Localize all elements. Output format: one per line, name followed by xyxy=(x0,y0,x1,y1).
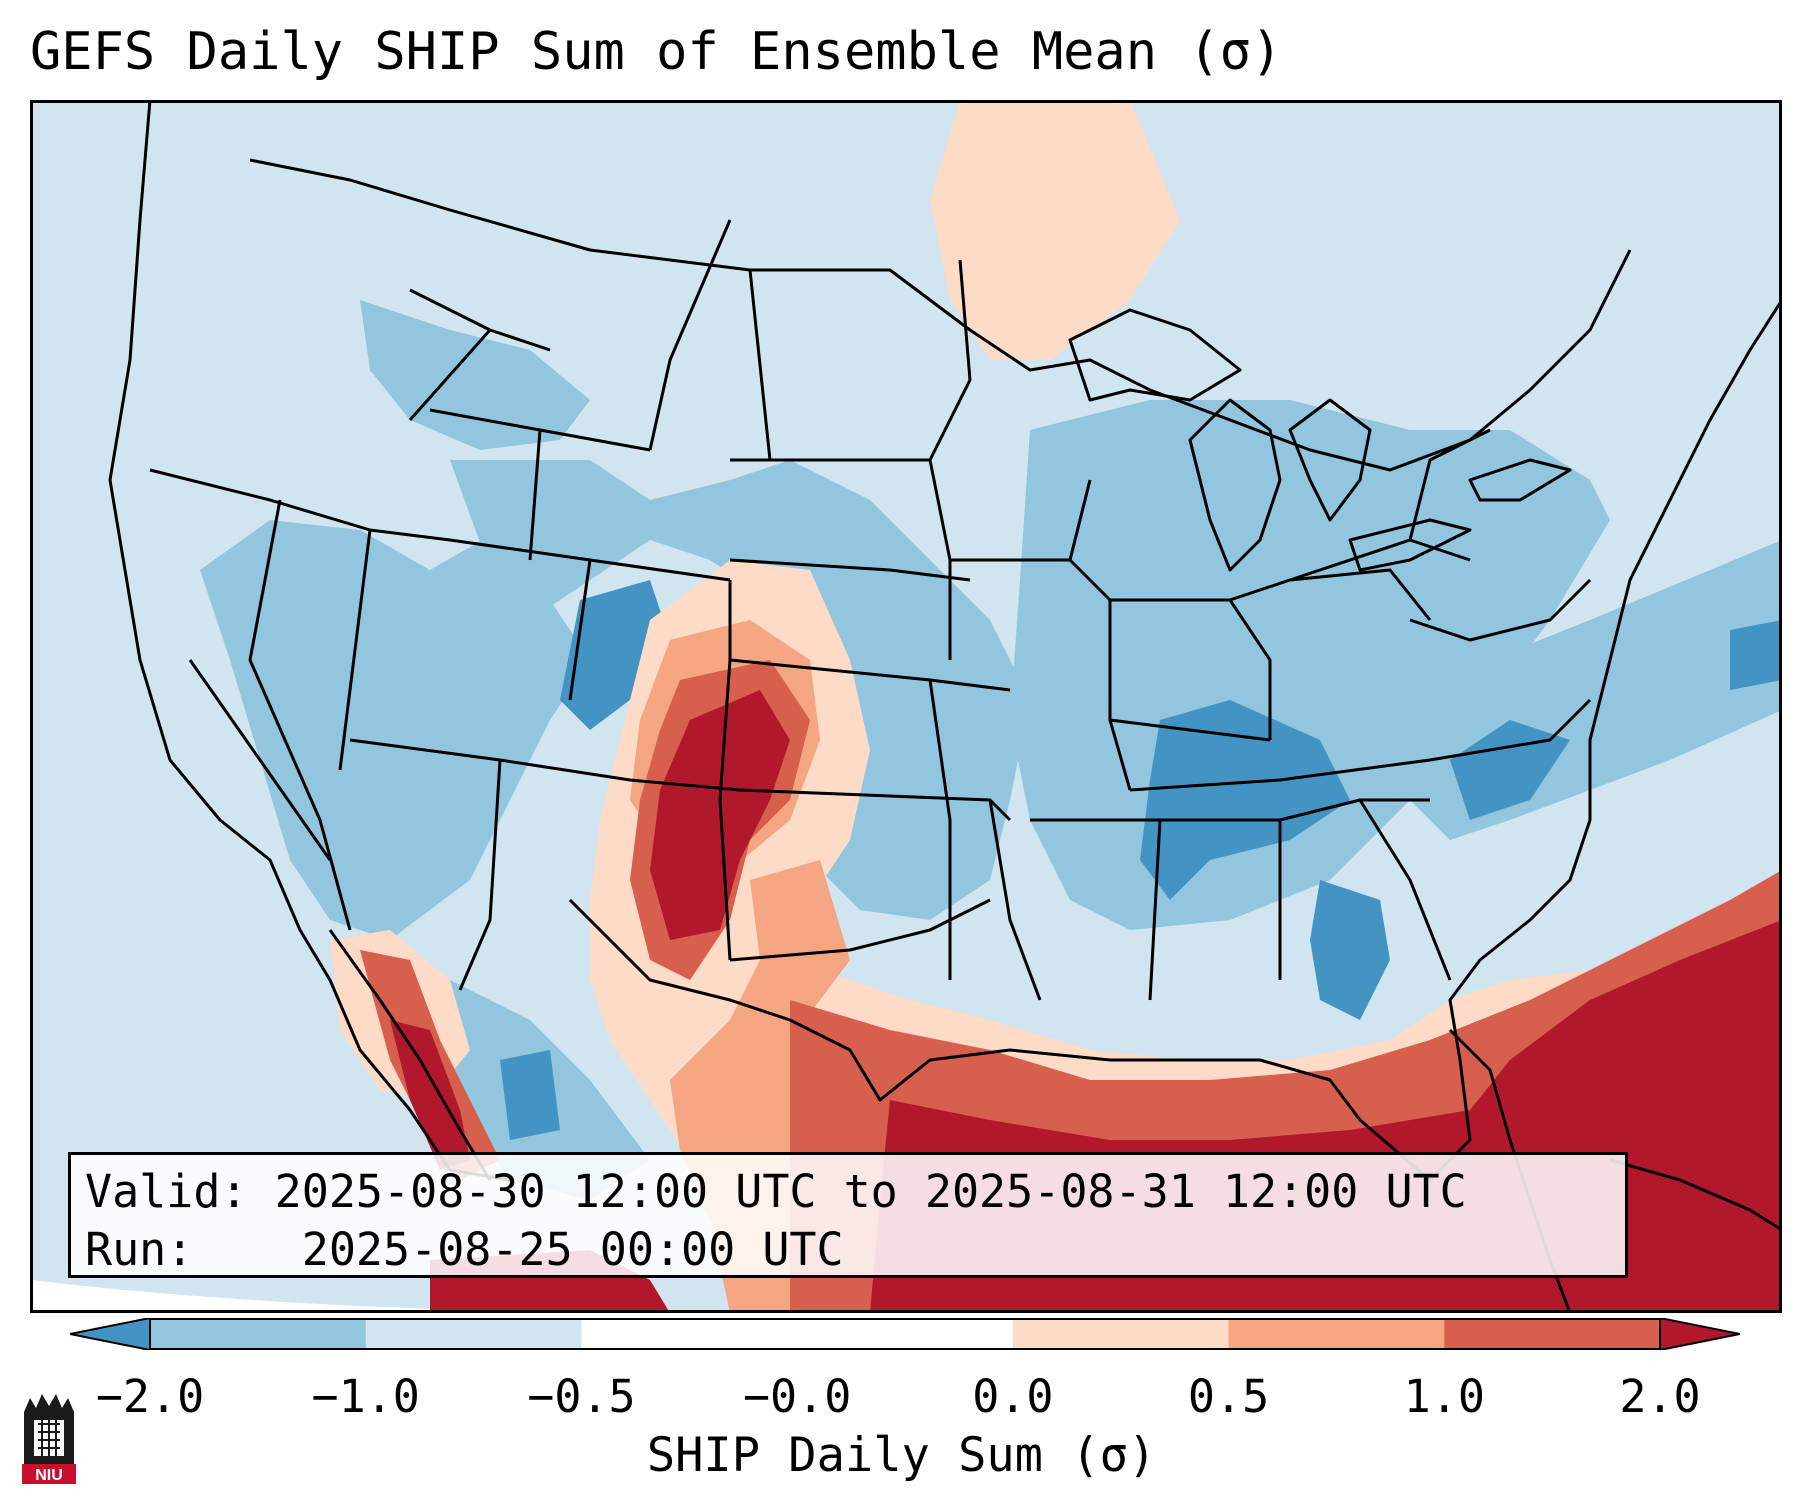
colorbar-bin xyxy=(1012,1318,1230,1350)
colorbar-tick-label: 2.0 xyxy=(1619,1370,1701,1423)
colorbar-bin xyxy=(150,1318,367,1350)
gulf-of-california-coast xyxy=(328,929,492,1181)
valid-value: 2025-08-30 12:00 UTC to 2025-08-31 12:00… xyxy=(274,1165,1467,1218)
field-neg-mid-plains xyxy=(450,460,1030,920)
field-neg-strong-ne-atlantic xyxy=(1730,620,1782,690)
colorbar-tick-label: 0.0 xyxy=(972,1370,1054,1423)
field-neg-strong-georgia xyxy=(1310,880,1390,1020)
state-lines-west xyxy=(149,219,741,991)
run-label: Run: xyxy=(85,1223,194,1276)
colorbar-bin xyxy=(1444,1318,1661,1350)
valid-label: Valid: xyxy=(85,1165,248,1218)
state-lines-east xyxy=(950,428,1592,1001)
field-neg-strong-mexico xyxy=(500,1050,560,1140)
field-neg-strong-colorado xyxy=(560,580,670,730)
field-neg-mid-west xyxy=(200,520,590,940)
colorbar-extend-min xyxy=(70,1318,151,1350)
run-value: 2025-08-25 00:00 UTC xyxy=(301,1223,844,1276)
great-lakes xyxy=(1068,308,1572,572)
validity-info-box: Valid: 2025-08-30 12:00 UTC to 2025-08-3… xyxy=(68,1152,1628,1278)
colorbar xyxy=(70,1318,1740,1350)
field-neg-strong-tennessee xyxy=(1140,700,1350,900)
us-canada-border xyxy=(249,158,1632,472)
colorbar-bin xyxy=(1228,1318,1445,1350)
colorbar-tick-label: 0.5 xyxy=(1187,1370,1270,1423)
field-neg-strong-carolina xyxy=(1450,720,1570,820)
field-pos-max-baja xyxy=(390,1020,470,1170)
colorbar-tick-label: −0.5 xyxy=(527,1370,636,1423)
state-lines-central xyxy=(729,259,1042,1001)
colorbar-tick-label: −2.0 xyxy=(95,1370,205,1423)
colorbar-extend-max xyxy=(1659,1318,1740,1350)
map-frame xyxy=(30,100,1782,1313)
colorbar-tick-label: −1.0 xyxy=(311,1370,420,1423)
logo-text: NIU xyxy=(35,1467,63,1484)
colorbar-bin xyxy=(797,1318,1014,1350)
map-panel xyxy=(30,100,1782,1313)
colorbar-bin xyxy=(365,1318,582,1350)
colorbar-tick-label: −0.0 xyxy=(742,1370,852,1423)
map-title: GEFS Daily SHIP Sum of Ensemble Mean (σ) xyxy=(30,22,1283,82)
colorbar-label: SHIP Daily Sum (σ) xyxy=(646,1428,1157,1483)
niu-logo: NIU xyxy=(22,1394,76,1484)
off-projection-area xyxy=(30,1280,730,1313)
colorbar-bin xyxy=(581,1318,798,1350)
colorbar-tick-label: 1.0 xyxy=(1403,1370,1485,1423)
field-pos-light-canada xyxy=(930,100,1180,360)
cuba xyxy=(1609,1158,1782,1232)
